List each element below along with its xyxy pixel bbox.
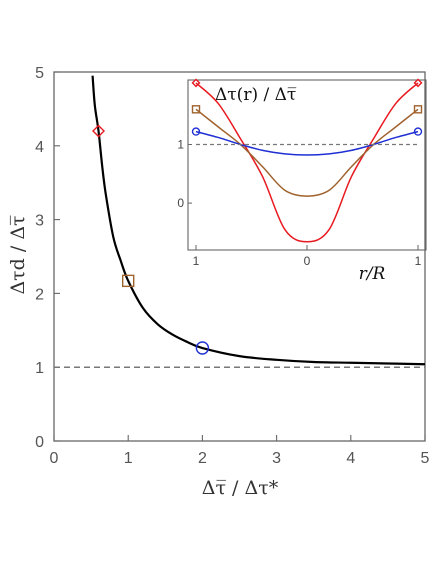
main-y-tick-label: 2 bbox=[35, 286, 44, 303]
inset-y-ticks: 01 bbox=[177, 137, 192, 210]
main-curve bbox=[91, 75, 426, 366]
inset-marker-circle bbox=[191, 127, 201, 136]
inset-marker-square bbox=[191, 105, 201, 114]
main-marker-square bbox=[121, 274, 135, 288]
inset-x-axis-label: r/R bbox=[359, 264, 386, 284]
main-y-tick-label: 3 bbox=[35, 213, 44, 230]
inset-x-tick-label: 1 bbox=[193, 254, 200, 268]
main-y-tick-label: 5 bbox=[35, 65, 44, 82]
main-x-ticks: 0 1 2 3 4 5 bbox=[50, 435, 430, 467]
main-x-tick-label: 0 bbox=[50, 450, 59, 467]
inset-marker-diamond bbox=[413, 78, 423, 88]
main-x-tick-label: 1 bbox=[124, 450, 133, 467]
main-markers-group bbox=[92, 124, 210, 355]
main-plot-frame bbox=[53, 71, 426, 442]
inset-curve bbox=[195, 108, 419, 197]
inset-y-tick-label: 0 bbox=[177, 196, 184, 210]
inset-x-tick-label: 0 bbox=[304, 254, 311, 268]
main-y-tick-label: 4 bbox=[35, 139, 44, 156]
main-y-tick-label: 1 bbox=[35, 360, 44, 377]
main-y-axis-label: Δτd / Δτ̅ bbox=[7, 215, 29, 294]
inset-series-group bbox=[191, 78, 423, 243]
inset-marker-diamond bbox=[191, 78, 201, 88]
main-marker-circle bbox=[195, 341, 210, 355]
main-x-tick-label: 2 bbox=[198, 450, 207, 467]
inset-x-tick-label: 1 bbox=[415, 254, 422, 268]
main-x-axis-label: Δτ̅ / Δτ* bbox=[202, 477, 279, 499]
inset-marker-circle bbox=[413, 127, 423, 136]
inset-background bbox=[178, 76, 422, 290]
inset-curve bbox=[195, 82, 419, 243]
main-y-tick-label: 0 bbox=[35, 434, 44, 451]
main-marker-diamond bbox=[92, 124, 106, 138]
main-x-tick-label: 5 bbox=[421, 450, 430, 467]
main-x-tick-label: 4 bbox=[346, 450, 355, 467]
main-x-tick-label: 3 bbox=[272, 450, 281, 467]
inset-y-tick-label: 1 bbox=[177, 137, 184, 151]
inset-x-ticks: 1 0 1 bbox=[193, 245, 422, 268]
inset-title: Δτ(r) / Δτ̅ bbox=[215, 85, 296, 105]
inset-marker-square bbox=[413, 105, 423, 114]
inset-curve bbox=[195, 130, 419, 156]
main-series-group bbox=[54, 75, 426, 368]
